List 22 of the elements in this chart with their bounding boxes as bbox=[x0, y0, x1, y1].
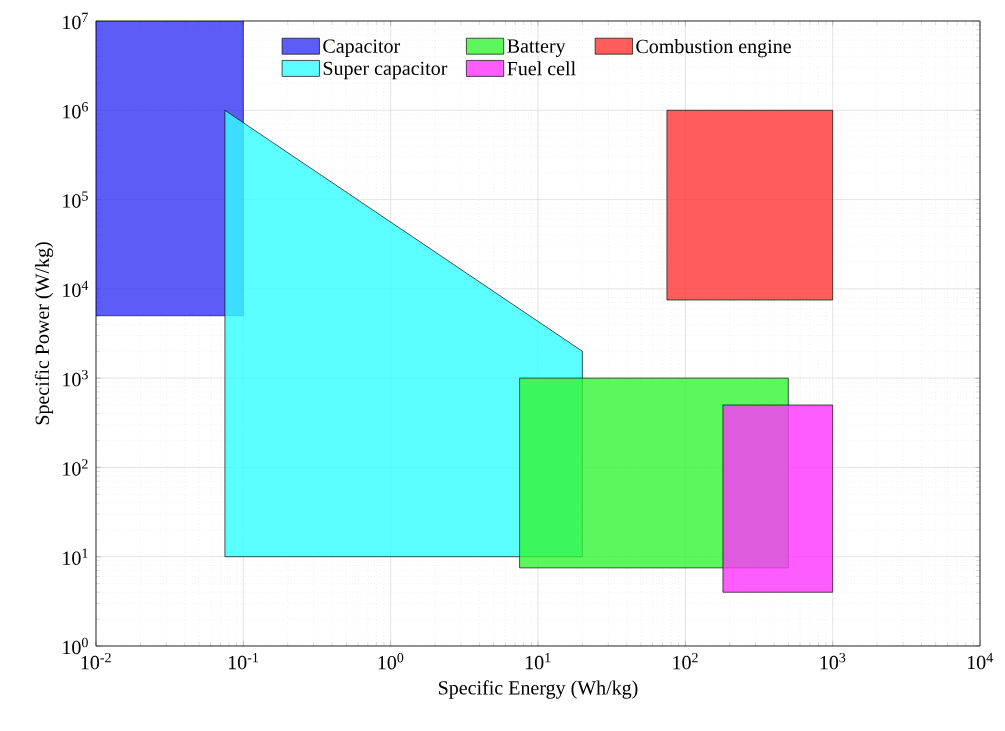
legend-label: Combustion engine bbox=[636, 39, 791, 58]
y-tick-label: 10$^{5}$ bbox=[63, 191, 88, 208]
legend-label: Capacitor bbox=[323, 39, 401, 57]
x-tick-label: 10$^{-2}$ bbox=[81, 652, 111, 670]
y-tick-label: 10$^{7}$ bbox=[63, 12, 88, 30]
legend-label: Battery bbox=[507, 39, 566, 57]
x-tick-label: 10$^{1}$ bbox=[525, 652, 551, 670]
y-tick-label: 10$^{4}$ bbox=[63, 280, 89, 298]
x-tick-label: 10$^{4}$ bbox=[967, 652, 993, 670]
x-tick-label: 10$^{0}$ bbox=[378, 652, 404, 670]
y-tick-label: 10$^{0}$ bbox=[63, 637, 88, 655]
y-tick-label: 10$^{1}$ bbox=[63, 548, 88, 565]
x-tick-label: 10$^{-1}$ bbox=[228, 652, 258, 670]
y-tick-label: 10$^{6}$ bbox=[63, 102, 88, 119]
y-tick-label: 10$^{2}$ bbox=[63, 459, 88, 476]
x-tick-label: 10$^{2}$ bbox=[673, 652, 698, 670]
y-axis-title: Specific Power (W/kg) bbox=[34, 242, 54, 425]
legend-label: Fuel cell bbox=[507, 61, 576, 76]
legend-label: Super capacitor bbox=[323, 61, 448, 80]
y-tick-label: 10$^{3}$ bbox=[63, 369, 88, 387]
x-axis-title: Specific Energy (Wh/kg) bbox=[439, 680, 638, 699]
x-tick-label: 10$^{3}$ bbox=[820, 652, 846, 670]
